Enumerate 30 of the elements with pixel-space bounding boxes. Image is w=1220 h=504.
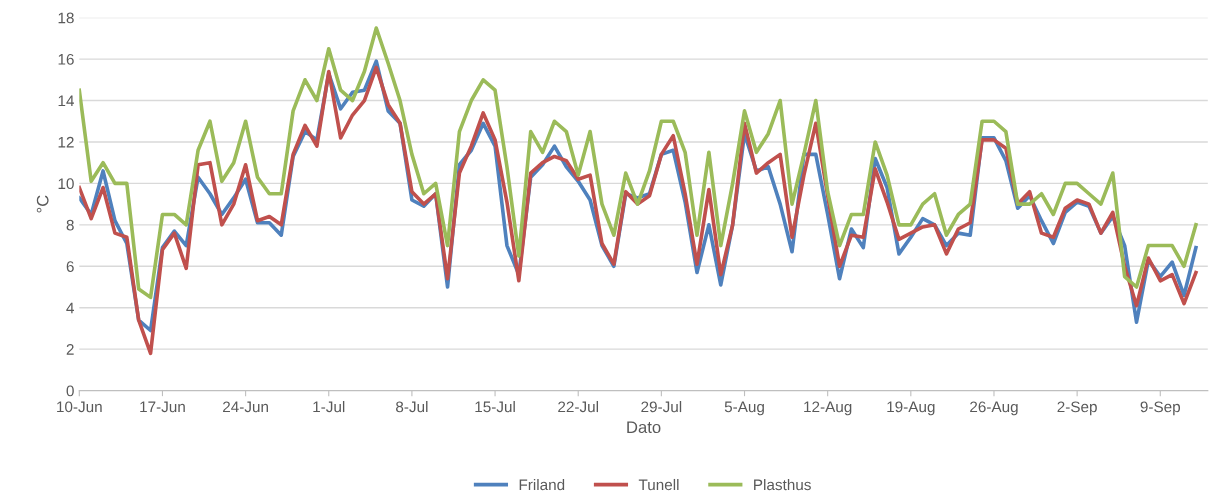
x-tick-label: 10-Jun: [57, 401, 102, 413]
legend-label: Plasthus: [754, 478, 811, 491]
x-tick-label: 19-Aug: [887, 401, 935, 416]
y-axis-title: °C: [36, 195, 49, 213]
line-series: [79, 26, 1198, 300]
x-tick-label: 8-Jul: [396, 401, 428, 413]
x-tick-label: 24-Jun: [223, 401, 268, 413]
y-tick-label: 16: [58, 53, 74, 65]
y-tick-label: 18: [58, 12, 74, 24]
legend-label: Friland: [519, 478, 565, 491]
y-tick-label: 2: [66, 344, 74, 355]
y-tick-label: 6: [66, 261, 74, 272]
y-tick-label: 8: [66, 219, 74, 231]
x-tick-label: 22-Jul: [558, 401, 598, 413]
x-tick-label: 26-Aug: [970, 401, 1018, 416]
legend-label: Tunell: [638, 478, 679, 491]
x-tick-label: 12-Aug: [804, 401, 852, 416]
x-tick-label: 17-Jun: [140, 401, 185, 413]
x-tick-label: 2-Sep: [1057, 401, 1097, 416]
x-tick-label: 9-Sep: [1140, 401, 1181, 416]
y-tick-label: 14: [58, 95, 74, 107]
x-tick-label: 5-Aug: [724, 401, 764, 416]
x-tick-label: 29-Jul: [641, 401, 682, 413]
x-tick-label: 1-Jul: [313, 401, 345, 413]
y-tick-label: 0: [66, 385, 74, 397]
x-tick-label: 15-Jul: [475, 401, 515, 413]
x-axis-title: Dato: [627, 421, 661, 434]
y-tick-label: 12: [58, 136, 74, 148]
y-tick-label: 4: [66, 302, 74, 314]
y-tick-label: 10: [58, 178, 74, 190]
